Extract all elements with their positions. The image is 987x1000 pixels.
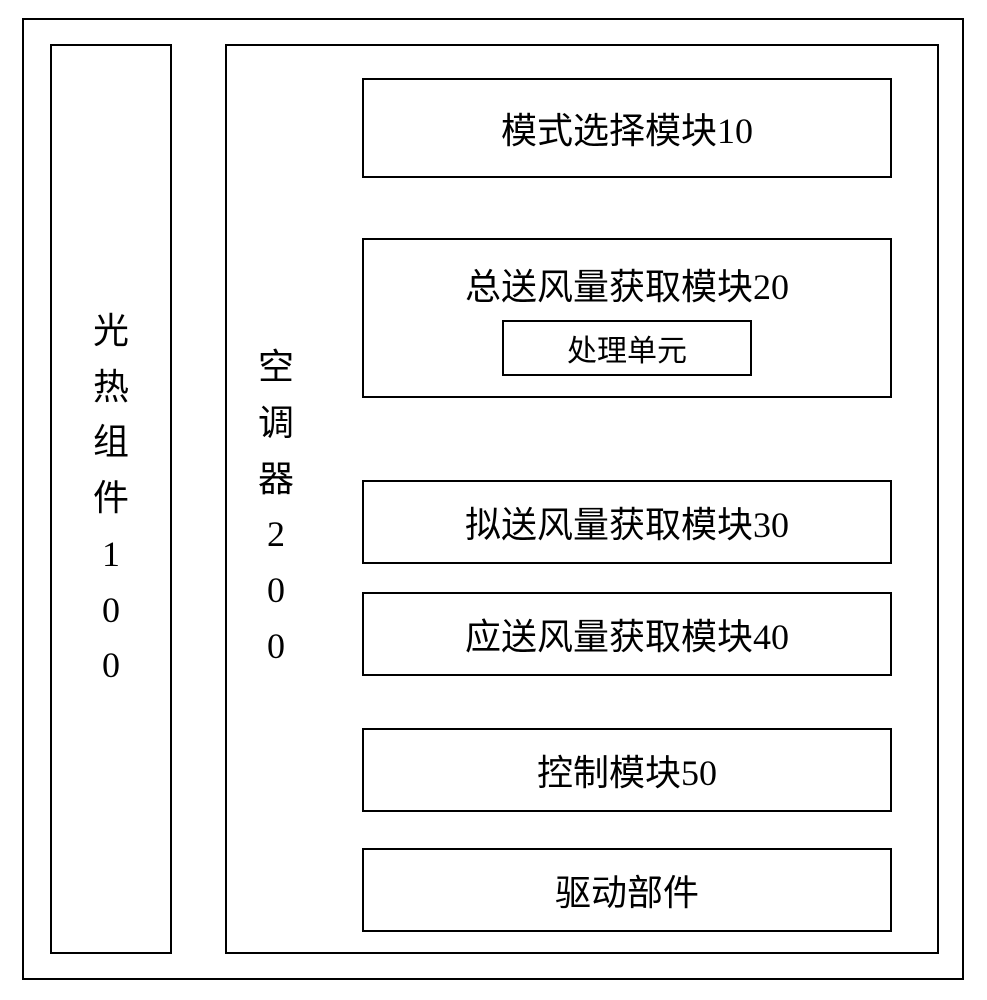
module-control: 控制模块50	[362, 728, 892, 812]
right-component-label: 空 调 器 2 0 0	[258, 340, 294, 675]
module-proposed-air: 拟送风量获取模块30	[362, 480, 892, 564]
left-component-box: 光 热 组 件 1 0 0	[50, 44, 172, 954]
module-total-air-label: 总送风量获取模块20	[465, 258, 789, 310]
module-required-air: 应送风量获取模块40	[362, 592, 892, 676]
module-total-air: 总送风量获取模块20 处理单元	[362, 238, 892, 398]
left-char-3: 件	[93, 471, 129, 527]
right-char-4: 0	[267, 563, 285, 619]
left-char-0: 光	[93, 304, 129, 360]
left-component-label: 光 热 组 件 1 0 0	[93, 304, 129, 695]
left-char-4: 1	[102, 527, 120, 583]
module-control-label: 控制模块50	[537, 744, 717, 796]
right-char-1: 调	[258, 396, 294, 452]
right-char-2: 器	[258, 452, 294, 508]
right-char-3: 2	[267, 507, 285, 563]
left-char-2: 组	[93, 415, 129, 471]
sub-processing-unit-label: 处理单元	[567, 326, 687, 370]
module-proposed-air-label: 拟送风量获取模块30	[465, 496, 789, 548]
right-char-0: 空	[258, 340, 294, 396]
right-char-5: 0	[267, 619, 285, 675]
module-drive-label: 驱动部件	[555, 864, 699, 916]
left-char-5: 0	[102, 583, 120, 639]
module-mode-select: 模式选择模块10	[362, 78, 892, 178]
left-char-6: 0	[102, 638, 120, 694]
module-required-air-label: 应送风量获取模块40	[465, 608, 789, 660]
module-drive: 驱动部件	[362, 848, 892, 932]
left-char-1: 热	[93, 360, 129, 416]
module-mode-select-label: 模式选择模块10	[501, 102, 753, 154]
sub-processing-unit: 处理单元	[502, 320, 752, 376]
